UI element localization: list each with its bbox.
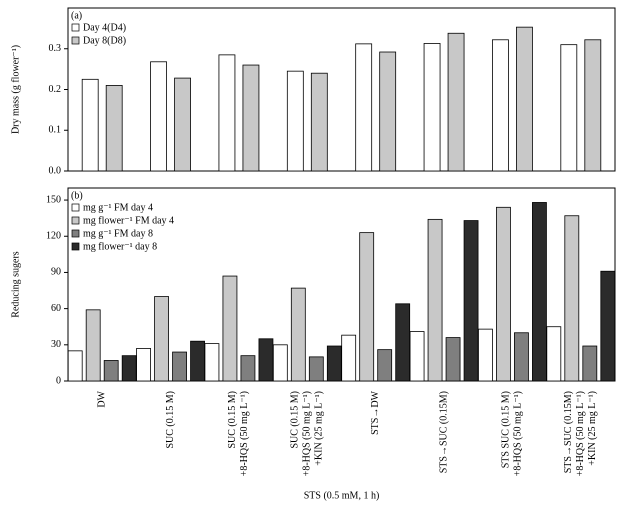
bar xyxy=(409,331,425,382)
x-tick-label: SUC (0.15 M) xyxy=(165,391,176,449)
bar xyxy=(222,275,238,382)
legend-swatch xyxy=(71,36,80,45)
bar xyxy=(105,85,123,172)
bar xyxy=(242,64,260,172)
bar xyxy=(308,356,324,382)
bar xyxy=(240,355,256,382)
bar xyxy=(136,348,151,382)
bar xyxy=(272,344,288,382)
y-axis-label: Reducing sugers xyxy=(10,251,21,317)
bar xyxy=(150,61,167,172)
y-tick-label: 30 xyxy=(51,339,61,350)
bar xyxy=(154,296,169,382)
bar xyxy=(427,218,443,382)
bar xyxy=(516,26,533,172)
legend-label: Day 4(D4) xyxy=(83,22,126,33)
bar xyxy=(326,345,342,382)
x-tick-label: +8-HQS (50 mg L⁻¹) xyxy=(239,391,250,476)
legend-swatch xyxy=(71,242,80,251)
bar xyxy=(564,215,580,382)
y-tick-label: 0.0 xyxy=(49,165,62,176)
bar xyxy=(218,54,236,172)
y-tick-label: 0.3 xyxy=(49,43,62,54)
y-tick-label: 150 xyxy=(46,194,61,205)
panel-label: (b) xyxy=(71,190,83,201)
x-tick-label: STS→SUC (0.15M) xyxy=(438,391,449,473)
bar xyxy=(514,332,529,382)
y-tick-label: 90 xyxy=(51,267,61,278)
bar xyxy=(172,351,187,382)
bar xyxy=(174,77,191,172)
legend-swatch xyxy=(71,203,80,212)
bar xyxy=(423,43,441,172)
legend-label: mg flower⁻¹ day 8 xyxy=(83,241,157,252)
y-tick-label: 120 xyxy=(46,231,61,242)
bar xyxy=(341,334,357,382)
bar xyxy=(290,287,306,382)
x-tick-label: DW xyxy=(96,390,107,407)
legend-swatch xyxy=(71,23,80,32)
bar xyxy=(379,51,397,172)
bar xyxy=(445,337,461,382)
legend-label: mg g⁻¹ FM day 8 xyxy=(83,228,153,239)
y-tick-label: 0.1 xyxy=(49,125,62,136)
x-tick-label: STS→DW xyxy=(370,390,381,434)
x-tick-label: SUC (0.15 M) xyxy=(227,391,238,449)
y-tick-label: 0 xyxy=(56,375,61,386)
bar xyxy=(600,270,616,382)
x-tick-label: +8-HQS (50 mg L⁻¹) xyxy=(575,391,586,476)
bar xyxy=(85,309,101,382)
x-tick-label: STS→SUC (0.15M) xyxy=(563,391,574,473)
legend-swatch xyxy=(71,216,80,225)
y-tick-label: 60 xyxy=(51,303,61,314)
y-axis-label: Dry mass (g flower⁻¹) xyxy=(10,45,21,134)
bar xyxy=(560,44,578,172)
x-tick-label: +KIN (25 mg L⁻¹) xyxy=(587,391,598,466)
bar xyxy=(582,345,598,382)
bar xyxy=(395,303,411,382)
bar xyxy=(584,39,602,172)
bar xyxy=(67,350,83,382)
x-tick-label: +KIN (25 mg L⁻¹) xyxy=(314,391,325,466)
bar xyxy=(204,343,220,382)
bar xyxy=(492,39,509,172)
bar xyxy=(546,326,562,382)
x-tick-label: SUC (0.15 M) xyxy=(290,391,301,449)
bar xyxy=(103,360,119,382)
bar xyxy=(355,43,373,172)
legend-label: Day 8(D8) xyxy=(83,35,126,46)
bar xyxy=(190,340,205,382)
legend-swatch xyxy=(71,229,80,238)
bar xyxy=(447,32,465,172)
legend-label: mg flower⁻¹ FM day 4 xyxy=(83,215,174,226)
bar xyxy=(478,328,493,382)
x-tick-label: +8-HQS (50 mg L⁻¹) xyxy=(302,391,313,476)
y-tick-label: 0.2 xyxy=(49,84,62,95)
legend-label: mg g⁻¹ FM day 4 xyxy=(83,202,153,213)
bar xyxy=(359,232,375,382)
bar xyxy=(258,338,274,382)
x-tick-label: STS SUC (0.15 M) xyxy=(501,391,512,468)
bar xyxy=(81,78,99,172)
plot-frame xyxy=(67,7,616,172)
bar xyxy=(377,349,393,382)
bar xyxy=(121,355,137,382)
bar xyxy=(286,70,304,172)
bar xyxy=(532,202,547,382)
bar xyxy=(310,72,328,172)
bar xyxy=(463,220,479,382)
x-axis-label: STS (0.5 mM, 1 h) xyxy=(304,490,380,501)
x-tick-label: +8-HQS (50 mg L⁻¹) xyxy=(513,391,524,476)
bar xyxy=(496,206,511,382)
panel-label: (a) xyxy=(71,10,82,21)
